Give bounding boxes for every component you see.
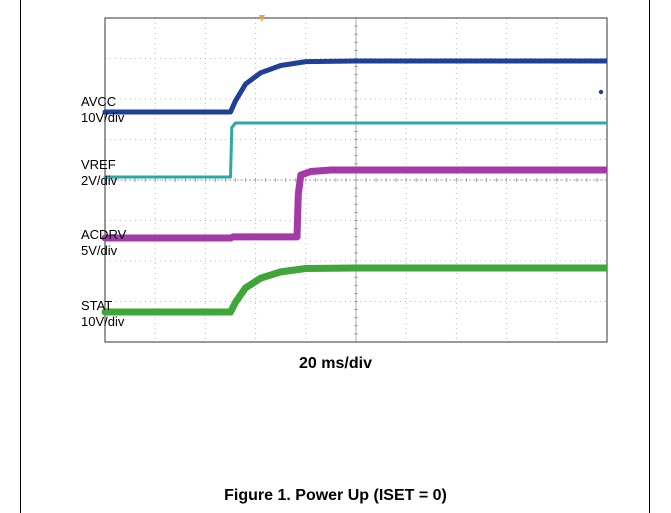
acdrv-label: ACDRV 5V/div	[81, 227, 126, 259]
scope-plot	[101, 15, 608, 343]
plot-border	[104, 17, 608, 343]
trace-vref	[103, 121, 607, 179]
avcc-name: AVCC	[81, 94, 117, 109]
stat-name: STAT	[81, 298, 113, 313]
stat-label: STAT 10V/div	[81, 298, 124, 330]
acdrv-scale: 5V/div	[81, 243, 118, 258]
vref-name: VREF	[81, 157, 116, 172]
scope-markers	[258, 15, 604, 95]
acdrv-name: ACDRV	[81, 227, 127, 242]
stat-scale: 10V/div	[81, 314, 125, 329]
scope-traces	[101, 58, 607, 316]
avcc-label: AVCC 10V/div	[81, 94, 124, 126]
figure-frame	[20, 0, 650, 513]
channel-marker	[598, 89, 604, 95]
trace-acdrv	[101, 166, 607, 242]
scope-grid	[104, 17, 608, 343]
trace-avcc	[102, 58, 607, 115]
vref-label: VREF 2V/div	[81, 157, 117, 189]
figure-caption: Figure 1. Power Up (ISET = 0)	[224, 487, 447, 504]
avcc-scale: 10V/div	[81, 110, 125, 125]
trace-stat	[101, 264, 607, 316]
x-axis-label: 20 ms/div	[299, 355, 372, 372]
vref-scale: 2V/div	[81, 173, 118, 188]
trigger-marker	[258, 15, 265, 22]
